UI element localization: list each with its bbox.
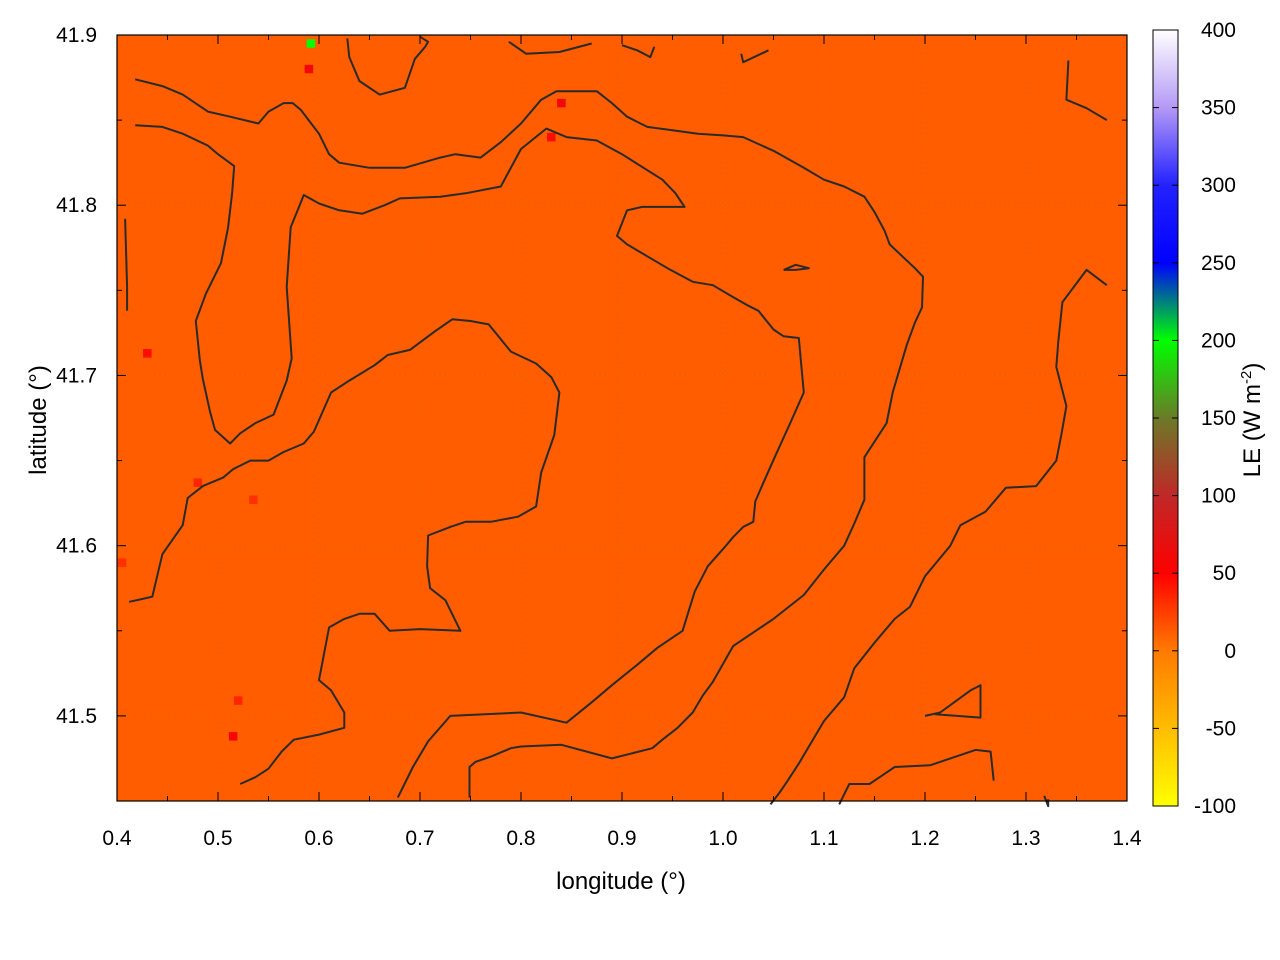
heatmap-cell	[557, 98, 566, 108]
x-tick-label: 1.4	[1112, 827, 1142, 850]
colorbar-tick-label: 100	[1201, 485, 1236, 508]
colorbar-tick-label: 350	[1201, 97, 1236, 120]
colorbar-tick-label: -50	[1206, 717, 1236, 740]
colorbar-title-close: )	[1239, 363, 1266, 371]
heatmap-cell	[143, 349, 152, 358]
heatmap-cell	[228, 732, 238, 741]
heatmap-background	[117, 35, 1127, 801]
x-tick-label: 1.2	[910, 827, 939, 850]
x-tick-label: 1.3	[1011, 827, 1040, 850]
x-tick-label: 0.9	[607, 827, 636, 850]
contour-line	[769, 268, 1108, 806]
heatmap-cell	[233, 696, 243, 705]
contour-line	[134, 78, 924, 798]
contour-line	[508, 40, 592, 55]
colorbar-tick-label: 200	[1201, 329, 1236, 352]
contour-lines	[124, 35, 1108, 808]
contour-line	[740, 49, 769, 64]
y-axis-ticks: 41.5 41.6 41.7 41.8 41.9	[56, 24, 1127, 802]
contour-line	[838, 748, 995, 805]
x-tick-label: 0.4	[102, 827, 132, 850]
colorbar-tick-label: 300	[1201, 174, 1236, 197]
heatmap-cell	[117, 558, 127, 567]
x-tick-label: 0.6	[304, 827, 333, 850]
heatmap-field	[117, 35, 1127, 801]
contour-line	[621, 44, 656, 59]
contour-line	[128, 318, 561, 785]
x-axis-title: longitude (°)	[556, 868, 686, 895]
colorbar-tick-label: 400	[1201, 19, 1236, 42]
x-tick-label: 0.7	[405, 827, 434, 850]
heatmap-cell	[193, 478, 203, 487]
y-tick-label: 41.7	[56, 364, 97, 387]
colorbar-tick-label: -100	[1194, 795, 1236, 818]
heatmap-cell	[547, 132, 556, 142]
contour-line	[135, 124, 805, 799]
y-tick-label: 41.6	[56, 535, 97, 558]
colorbar-tick-label: 50	[1213, 562, 1236, 585]
colorbar-title-main: LE (W m	[1239, 384, 1266, 477]
heatmap-cell	[306, 39, 316, 48]
colorbar-title: LE (W m-2)	[1238, 363, 1266, 478]
x-tick-label: 0.8	[506, 827, 535, 850]
colorbar-tick-label: 0	[1224, 640, 1236, 663]
contour-line	[924, 684, 982, 719]
contour-line	[346, 35, 430, 96]
x-tick-label: 0.5	[203, 827, 232, 850]
contour-line	[783, 263, 810, 271]
x-tick-label: 1.0	[708, 827, 737, 850]
y-axis-title: latitude (°)	[25, 365, 52, 475]
x-tick-label: 1.1	[809, 827, 838, 850]
colorbar-tick-label: 250	[1201, 252, 1236, 275]
colorbar-tick-label: 150	[1201, 407, 1236, 430]
y-tick-label: 41.8	[56, 194, 97, 217]
heatmap-cell	[249, 495, 258, 504]
colorbar-title-exponent: -2	[1238, 371, 1255, 384]
y-tick-label: 41.9	[56, 24, 97, 47]
y-tick-label: 41.5	[56, 705, 97, 728]
x-axis-ticks: 0.4 0.5 0.6 0.7 0.8 0.9 1.0 1.1 1.2 1.3 1.4	[102, 35, 1142, 850]
contour-line	[1065, 60, 1108, 121]
heatmap-cell	[304, 64, 314, 74]
colorbar-ticks: -100 -50 0 50 100 150 200 250 300 350 400	[1153, 19, 1236, 818]
contour-line	[124, 218, 129, 311]
